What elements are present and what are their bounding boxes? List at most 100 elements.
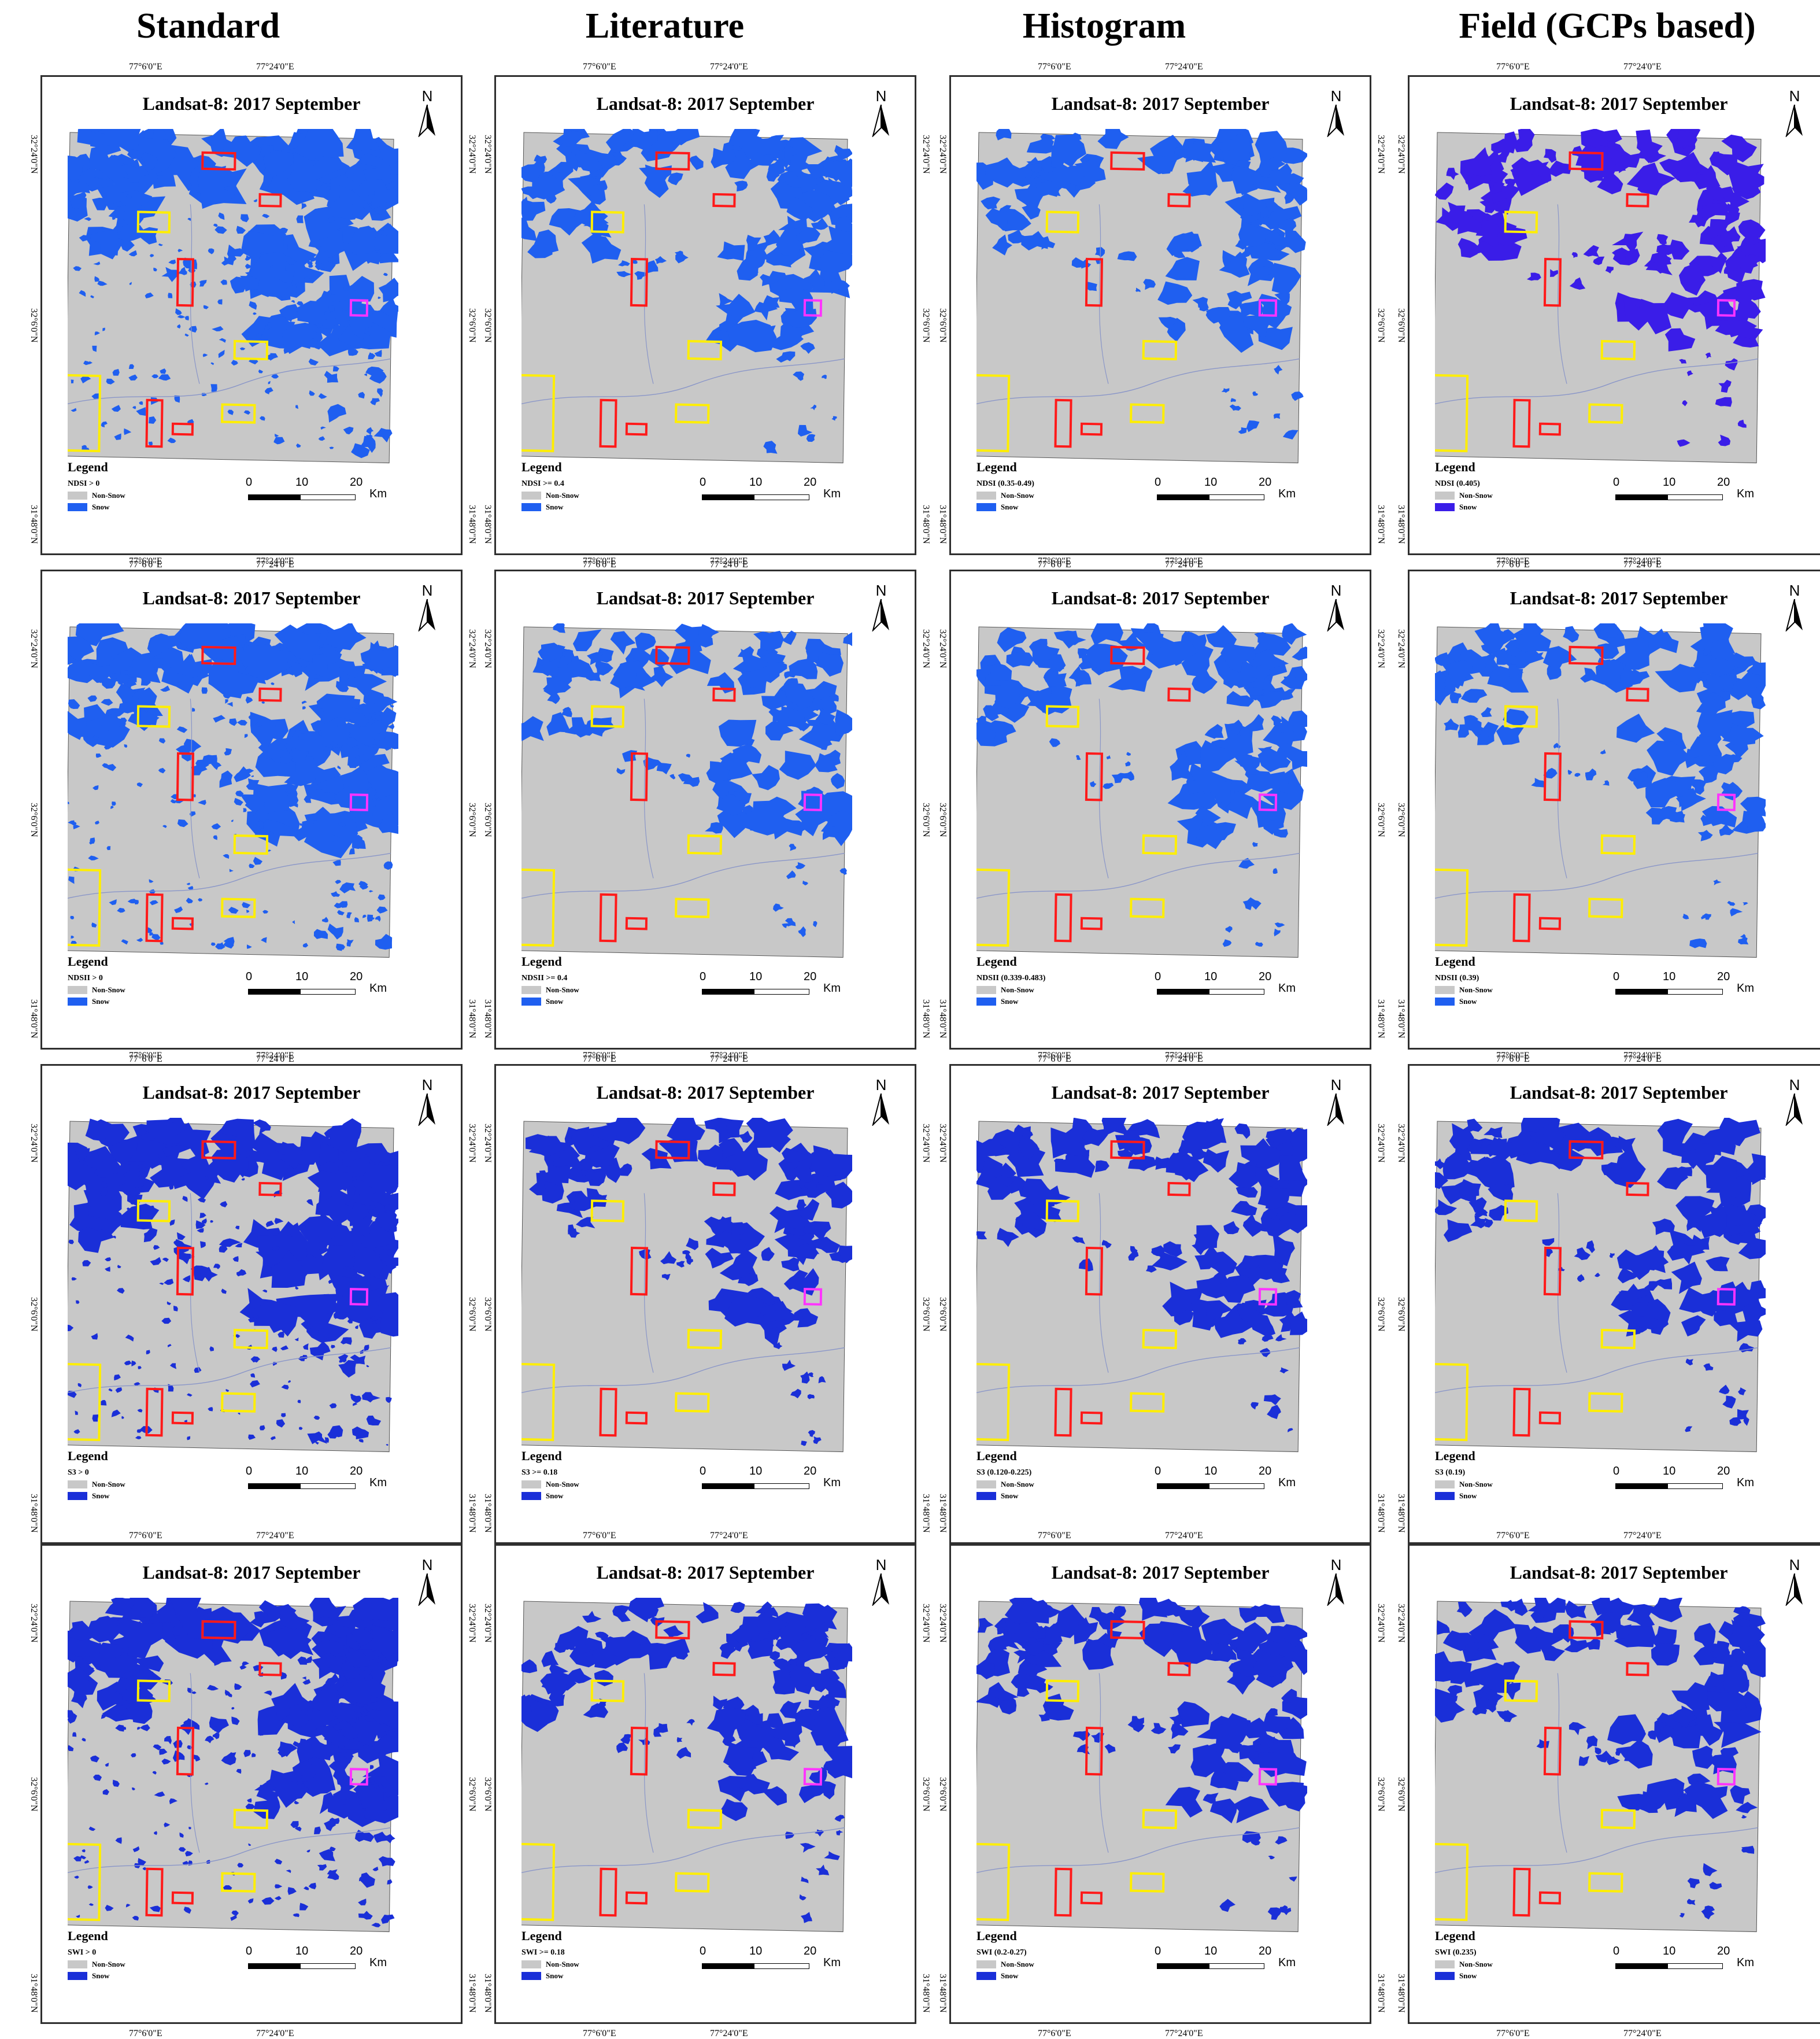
snow-patch [809,268,850,298]
scale-label: 10 [749,1945,763,1957]
snow-patch [1684,1781,1728,1819]
snow-patch [1274,293,1290,306]
snow-speck [251,1753,256,1757]
snow-speck [302,1343,309,1350]
snow-patch [1709,1882,1722,1890]
snow-patch [1026,1650,1050,1668]
yellow-sample-box [1045,705,1080,728]
snow-speck [182,1275,191,1283]
snow-patch [1681,1315,1706,1337]
column-header: Standard [136,6,280,46]
snow-patch [197,164,238,209]
snow-speck [314,1826,321,1834]
snow-patch [123,666,142,677]
snow-patch [811,217,828,230]
snow-patch [675,623,705,650]
red-sample-box [1085,1726,1104,1776]
snow-patch [1649,1598,1683,1623]
snow-speck [223,693,232,699]
snow-patch [1626,298,1672,335]
snow-patch [240,277,260,292]
snow-speck [105,1266,110,1272]
snow-speck [137,1727,140,1730]
snow-speck [294,1800,299,1805]
snow-patch [1586,1638,1600,1650]
lat-label-right-bottom: 31°48'0"N [1376,505,1386,544]
snow-speck [274,1896,282,1900]
snow-patch [1242,648,1289,670]
snow-patch [291,747,310,765]
snow-speck [94,331,100,335]
snow-patch [1174,1310,1194,1325]
snow-speck [112,216,116,220]
lat-label-left-mid: 32°6'0"N [938,308,948,343]
snow-patch [527,1697,553,1724]
snow-patch [1702,204,1714,216]
snow-patch [572,1161,583,1170]
snow-patch [357,1625,398,1661]
snow-patch [377,388,383,397]
snow-patch [352,1216,373,1238]
snow-patch [1701,1909,1715,1920]
snow-patch [164,1735,172,1745]
snow-patch [1022,1210,1047,1232]
snow-patch [827,158,852,189]
snow-patch [562,649,575,660]
snow-speck [253,312,257,315]
snow-patch [1627,1604,1655,1628]
snow-speck [73,266,82,271]
yellow-sample-box [1142,1808,1178,1830]
yellow-sample-box [1600,1328,1636,1350]
snow-patch [1435,652,1456,666]
snow-speck [94,276,99,282]
snow-speck [338,1678,341,1681]
snow-patch [271,1250,306,1288]
swatch-non-snow [521,492,541,500]
snow-patch [1591,1598,1619,1616]
snow-patch [763,441,778,454]
yellow-sample-box [68,1362,102,1442]
snow-patch [1718,434,1731,446]
snow-speck [215,943,225,950]
snow-patch [789,844,797,851]
snow-patch [1268,1855,1275,1860]
snow-patch [842,1191,852,1201]
swatch-non-snow [976,492,996,500]
scale-unit: Km [1737,1476,1754,1489]
legend-label: Snow [1001,1971,1019,1980]
swatch-snow [68,1492,87,1500]
snow-speck [201,1218,207,1224]
snow-speck [296,215,304,223]
snow-patch [1594,1272,1600,1277]
snow-map [976,129,1307,464]
lat-label-left-bottom: 31°48'0"N [938,999,948,1039]
snow-speck [364,1715,374,1722]
lon-label-top-left: 77°6'0"E [129,556,162,566]
snow-patch [78,1227,114,1253]
snow-patch [1247,242,1290,261]
scale-bar: 0 10 20 Km [700,970,850,1005]
legend-label: Snow [1459,997,1477,1006]
swatch-snow [521,503,541,511]
scale-label: 10 [1204,476,1218,489]
snow-patch [357,1784,384,1809]
snow-patch [798,1199,820,1221]
snow-patch [250,711,276,752]
snow-patch [1108,666,1145,692]
snow-speck [306,1656,313,1664]
snow-patch [610,631,636,655]
snow-speck [328,1280,334,1284]
snow-patch [605,1121,643,1144]
snow-patch [1474,722,1485,734]
snow-patch [70,198,83,210]
snow-speck [101,423,105,427]
snow-speck [139,401,143,405]
snow-patch [1242,1717,1268,1739]
snow-speck [241,1178,245,1181]
snow-patch [210,762,222,770]
snow-patch [1595,1747,1601,1755]
snow-patch [634,271,647,280]
snow-patch [1586,1240,1595,1254]
snow-speck [298,733,308,740]
snow-patch [705,1247,734,1269]
